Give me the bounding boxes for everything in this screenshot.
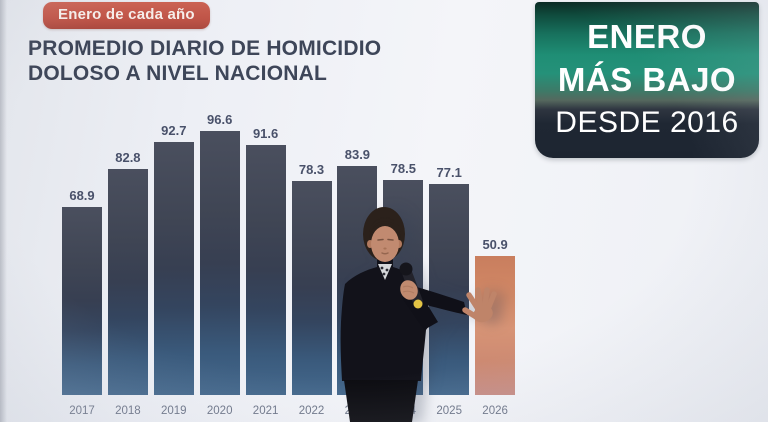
bar-value-label: 50.9 — [482, 236, 508, 252]
slide-title-line1: PROMEDIO DIARIO DE HOMICIDIO — [28, 37, 382, 60]
bar-2020 — [199, 131, 240, 395]
period-badge: Enero de cada año — [43, 2, 210, 29]
mic-yellow-band — [413, 299, 423, 309]
bar-2026 — [475, 255, 516, 395]
bar-value-label: 78.3 — [298, 162, 325, 178]
presenter-skirt — [344, 380, 418, 422]
bar-value-label: 82.8 — [115, 149, 141, 165]
bar-value-label: 78.5 — [390, 161, 416, 177]
slide-title-line2: DOLOSO A NIVEL NACIONAL — [28, 62, 327, 85]
bar-column-2017: 68.9 2017 — [62, 131, 102, 417]
year-axis-label: 2017 — [69, 405, 95, 417]
bar-2019 — [153, 141, 194, 395]
bar-value-label: 68.9 — [69, 187, 95, 203]
banner-line2: MÁS BAJO — [557, 61, 737, 98]
bar-value-label: 77.1 — [436, 165, 462, 181]
bar-column-2025: 77.1 2025 — [429, 131, 470, 417]
presenter-extended-arm — [412, 286, 467, 315]
bar-column-2021: 91.6 2021 — [245, 126, 286, 417]
highlight-banner: ENERO MÁS BAJO DESDE 2016 — [535, 2, 759, 158]
bar-2017 — [62, 206, 102, 395]
year-axis-label: 2025 — [436, 405, 462, 417]
presenter-fist — [400, 280, 418, 300]
bar-column-2018: 82.8 2018 — [107, 131, 148, 417]
year-axis-label: 2018 — [115, 405, 141, 417]
bar-2021 — [245, 144, 286, 395]
bar-2025 — [429, 184, 470, 395]
bar-value-label: 91.6 — [252, 125, 279, 141]
bar-column-2022: 78.3 2022 — [291, 131, 332, 417]
year-axis-label: 2026 — [482, 405, 508, 417]
banner-line3: DESDE 2016 — [555, 106, 739, 139]
year-axis-label: 2021 — [252, 405, 279, 417]
bar-column-2026: 50.9 2026 — [475, 131, 516, 417]
year-axis-label: 2022 — [298, 405, 325, 417]
bar-column-2019: 92.7 2019 — [153, 123, 194, 417]
bar-2018 — [107, 168, 148, 395]
bar-value-label: 83.9 — [344, 146, 371, 162]
bar-value-label: 92.7 — [161, 122, 187, 138]
presenter-face — [371, 226, 399, 262]
presenter-silhouette — [340, 207, 497, 422]
bar-2022 — [291, 181, 332, 395]
year-axis-label: 2019 — [161, 405, 187, 417]
bar-column-2020: 96.6 2020 — [199, 112, 240, 417]
bar-value-label: 96.6 — [207, 112, 233, 127]
banner-line1: ENERO — [587, 18, 707, 55]
year-axis-label: 2020 — [206, 405, 233, 417]
slide-title: PROMEDIO DIARIO DE HOMICIDIO DOLOSO A NI… — [28, 36, 381, 86]
